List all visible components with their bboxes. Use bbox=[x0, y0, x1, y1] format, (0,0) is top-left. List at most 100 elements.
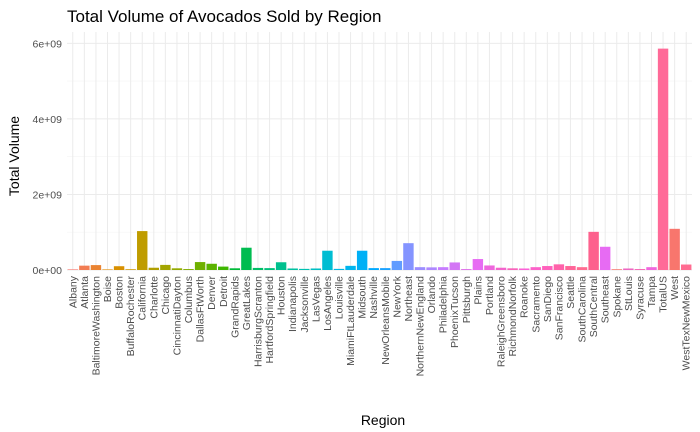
bar-HarrisburgScranton bbox=[252, 267, 264, 270]
x-tick-label: Columbus bbox=[183, 276, 195, 323]
bar-Orlando bbox=[426, 267, 437, 270]
x-tick-label: PhoenixTucson bbox=[449, 276, 461, 348]
bar-StLouis bbox=[623, 268, 634, 270]
bar-Syracuse bbox=[634, 269, 646, 270]
x-tick-label: West bbox=[669, 276, 681, 300]
x-tick-label: Houston bbox=[276, 276, 288, 315]
bar-Indianapolis bbox=[287, 268, 298, 270]
bar-GrandRapids bbox=[229, 268, 241, 270]
bar-Philadelphia bbox=[437, 267, 449, 270]
x-tick-label: RichmondNorfolk bbox=[507, 275, 519, 356]
x-tick-label: MiamiFtLauderdale bbox=[345, 276, 357, 366]
bar-Houston bbox=[275, 262, 287, 270]
x-tick-label: WestTexNewMexico bbox=[681, 276, 693, 370]
y-tick-label: 0e+00 bbox=[33, 265, 63, 277]
bar-Detroit bbox=[218, 266, 229, 270]
x-tick-label: Detroit bbox=[218, 276, 230, 307]
x-tick-label: GreatLakes bbox=[241, 276, 253, 330]
bar-Seattle bbox=[565, 266, 576, 270]
x-tick-label: Portland bbox=[484, 276, 496, 315]
x-tick-label: Boston bbox=[114, 276, 126, 309]
x-tick-label: StLouis bbox=[623, 276, 635, 311]
bar-SouthCarolina bbox=[576, 267, 588, 270]
bar-PhoenixTucson bbox=[449, 262, 460, 270]
x-tick-label: BaltimoreWashington bbox=[90, 276, 102, 376]
bar-BuffaloRochester bbox=[125, 269, 136, 270]
x-tick-label: Louisville bbox=[333, 276, 345, 319]
x-tick-label: Southeast bbox=[600, 276, 612, 323]
bar-WestTexNewMexico bbox=[681, 264, 692, 270]
x-tick-label: SouthCentral bbox=[588, 276, 600, 337]
plot-area: 0e+00 2e+09 4e+09 6e+09 Albany Atlanta Baltimo… bbox=[33, 32, 693, 376]
x-tick-label: Nashville bbox=[368, 276, 380, 319]
x-tick-label: Indianapolis bbox=[287, 276, 299, 332]
x-tick-label: Plains bbox=[472, 276, 484, 305]
bar-CincinnatiDayton bbox=[171, 268, 183, 270]
y-tick-label: 6e+09 bbox=[33, 38, 63, 50]
bar-Southeast bbox=[599, 246, 611, 270]
bar-Boise bbox=[102, 269, 113, 270]
x-tick-label: Midsouth bbox=[357, 276, 369, 319]
x-tick-label: California bbox=[137, 276, 149, 321]
x-tick-label: CincinnatiDayton bbox=[171, 276, 183, 356]
x-tick-label: Tampa bbox=[646, 276, 658, 308]
x-tick-label: SanDiego bbox=[542, 276, 554, 322]
bar-Chicago bbox=[160, 264, 171, 270]
y-tick-label: 2e+09 bbox=[33, 189, 63, 201]
x-tick-label: RaleighGreensboro bbox=[496, 276, 508, 367]
x-tick-label: Charlotte bbox=[148, 276, 160, 319]
bar-Denver bbox=[206, 263, 217, 270]
x-tick-label: Roanoke bbox=[519, 276, 531, 318]
bar-Louisville bbox=[333, 268, 345, 270]
x-tick-label: Seattle bbox=[565, 276, 577, 309]
y-tick-label: 4e+09 bbox=[33, 114, 63, 126]
x-tick-label: SanFrancisco bbox=[553, 276, 565, 340]
x-tick-label: HartfordSpringfield bbox=[264, 276, 276, 364]
bar-SanDiego bbox=[542, 266, 553, 270]
x-tick-label: SouthCarolina bbox=[577, 276, 589, 343]
bar-West bbox=[669, 228, 680, 270]
x-tick-label: Albany bbox=[67, 275, 79, 308]
x-tick-label: Syracuse bbox=[634, 276, 646, 320]
bar-NewYork bbox=[391, 260, 403, 270]
x-tick-label: GrandRapids bbox=[229, 276, 241, 338]
bar-RichmondNorfolk bbox=[507, 268, 518, 270]
x-tick-label: Pittsburgh bbox=[461, 276, 473, 323]
bar-Northeast bbox=[403, 243, 414, 270]
x-tick-label: Orlando bbox=[426, 276, 438, 314]
x-tick-label: DallasFtWorth bbox=[195, 276, 207, 342]
bar-Nashville bbox=[368, 268, 379, 270]
bar-LosAngeles bbox=[322, 250, 333, 270]
x-tick-label: HarrisburgScranton bbox=[252, 276, 264, 367]
bar-Charlotte bbox=[148, 267, 160, 270]
bar-California bbox=[137, 231, 148, 270]
x-tick-label: Atlanta bbox=[79, 276, 91, 309]
x-tick-label: Denver bbox=[206, 276, 218, 310]
bar-Sacramento bbox=[530, 267, 541, 270]
bar-Midsouth bbox=[356, 250, 368, 270]
bar-DallasFtWorth bbox=[194, 262, 206, 270]
bar-RaleighGreensboro bbox=[495, 267, 507, 270]
x-tick-label: Northeast bbox=[403, 276, 415, 322]
bar-Boston bbox=[113, 266, 125, 270]
bar-Tampa bbox=[646, 267, 657, 270]
bar-Portland bbox=[484, 265, 495, 270]
bar-Plains bbox=[472, 259, 484, 270]
bar-NorthernNewEngland bbox=[414, 267, 426, 270]
bar-TotalUS bbox=[657, 48, 669, 270]
bar-Columbus bbox=[183, 269, 194, 270]
x-tick-label: NorthernNewEngland bbox=[415, 276, 427, 377]
x-tick-label: LosAngeles bbox=[322, 276, 334, 331]
x-tick-label: Chicago bbox=[160, 276, 172, 315]
bar-BaltimoreWashington bbox=[90, 265, 102, 270]
bar-MiamiFtLauderdale bbox=[345, 265, 356, 270]
x-tick-label: LasVegas bbox=[310, 276, 322, 322]
bar-NewOrleansMobile bbox=[380, 268, 391, 270]
bar-SouthCentral bbox=[588, 231, 599, 270]
bar-LasVegas bbox=[310, 268, 322, 270]
x-axis-title: Region bbox=[361, 412, 405, 428]
x-tick-label: Sacramento bbox=[530, 276, 542, 333]
x-tick-label: TotalUS bbox=[658, 276, 670, 313]
